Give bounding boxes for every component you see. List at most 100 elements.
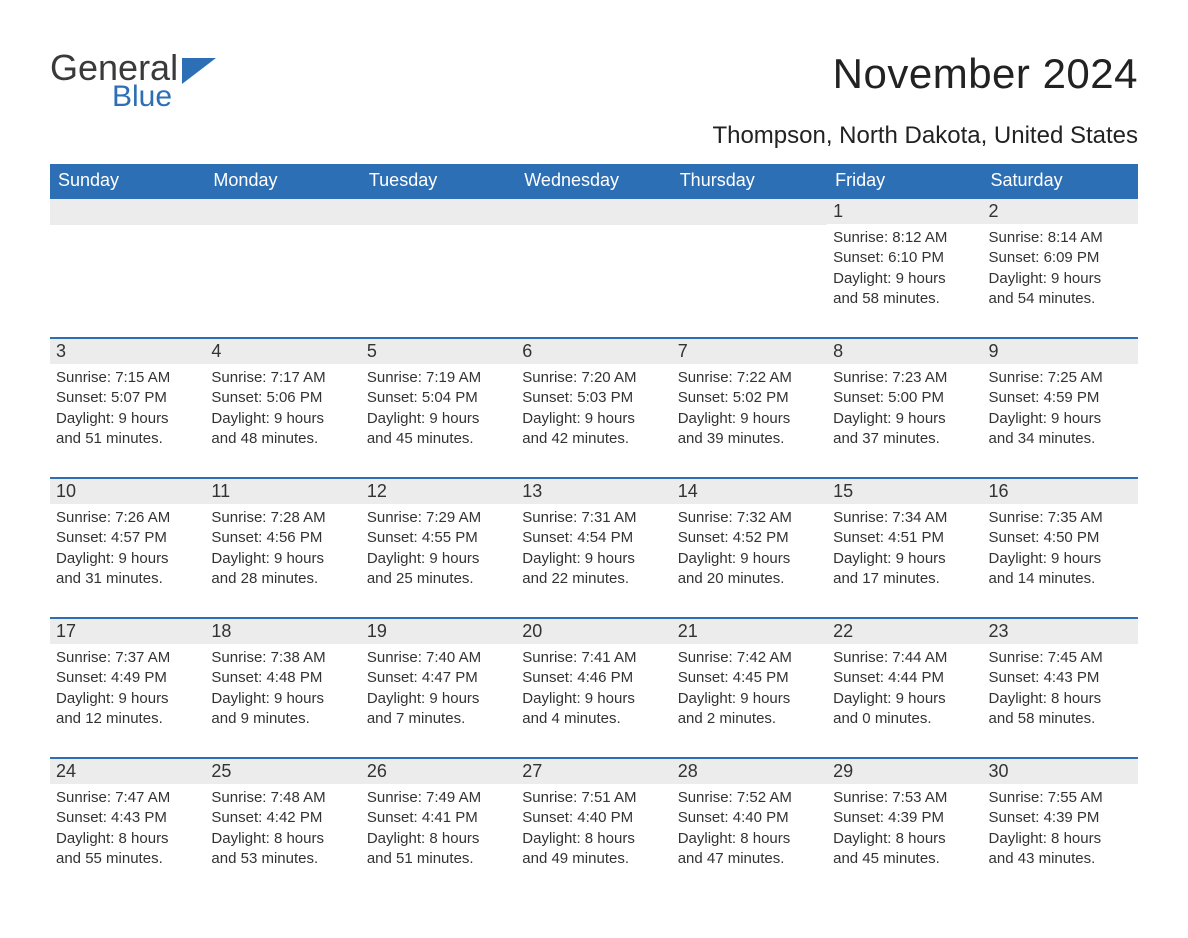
sunrise-line: Sunrise: 7:34 AM [833,508,976,528]
day-number: 10 [50,479,205,504]
sunrise-line: Sunrise: 7:28 AM [211,508,354,528]
day-content: Sunrise: 7:20 AMSunset: 5:03 PMDaylight:… [516,364,671,459]
daylight-line-1: Daylight: 9 hours [367,409,510,429]
day-number: 14 [672,479,827,504]
daylight-line-2: and 42 minutes. [522,429,665,449]
calendar-cell [516,198,671,338]
daylight-line-2: and 51 minutes. [56,429,199,449]
day-content: Sunrise: 7:17 AMSunset: 5:06 PMDaylight:… [205,364,360,459]
daylight-line-2: and 0 minutes. [833,709,976,729]
calendar-cell: 7Sunrise: 7:22 AMSunset: 5:02 PMDaylight… [672,338,827,478]
day-content: Sunrise: 7:22 AMSunset: 5:02 PMDaylight:… [672,364,827,459]
day-number [205,199,360,225]
sunrise-line: Sunrise: 7:40 AM [367,648,510,668]
calendar-cell: 9Sunrise: 7:25 AMSunset: 4:59 PMDaylight… [983,338,1138,478]
sunset-line: Sunset: 5:04 PM [367,388,510,408]
sunrise-line: Sunrise: 7:23 AM [833,368,976,388]
sunset-line: Sunset: 5:00 PM [833,388,976,408]
calendar-week-row: 1Sunrise: 8:12 AMSunset: 6:10 PMDaylight… [50,198,1138,338]
calendar-cell: 28Sunrise: 7:52 AMSunset: 4:40 PMDayligh… [672,758,827,898]
day-number [672,199,827,225]
title-block: November 2024 [833,50,1138,98]
sunrise-line: Sunrise: 7:20 AM [522,368,665,388]
logo-flag-icon [182,58,216,84]
logo: General Blue [50,50,216,112]
daylight-line-2: and 9 minutes. [211,709,354,729]
day-content: Sunrise: 7:15 AMSunset: 5:07 PMDaylight:… [50,364,205,459]
calendar-cell: 25 Sunrise: 7:48 AMSunset: 4:42 PMDayligh… [205,758,360,898]
calendar-cell: 10Sunrise: 7:26 AMSunset: 4:57 PMDayligh… [50,478,205,618]
sunset-line: Sunset: 4:40 PM [522,808,665,828]
day-number: 19 [361,619,516,644]
sunset-line: Sunset: 5:03 PM [522,388,665,408]
daylight-line-1: Daylight: 9 hours [211,409,354,429]
daylight-line-1: Daylight: 9 hours [522,549,665,569]
day-content: Sunrise: 7:44 AMSunset: 4:44 PMDaylight:… [827,644,982,739]
daylight-line-2: and 55 minutes. [56,849,199,869]
weekday-header: Wednesday [516,164,671,198]
daylight-line-2: and 4 minutes. [522,709,665,729]
day-content [516,225,671,315]
daylight-line-2: and 54 minutes. [989,289,1132,309]
day-number: 22 [827,619,982,644]
day-number: 16 [983,479,1138,504]
calendar-cell: 11Sunrise: 7:28 AMSunset: 4:56 PMDayligh… [205,478,360,618]
day-content: Sunrise: 7:38 AMSunset: 4:48 PMDaylight:… [205,644,360,739]
day-number [516,199,671,225]
daylight-line-2: and 7 minutes. [367,709,510,729]
sunrise-line: Sunrise: 7:41 AM [522,648,665,668]
daylight-line-2: and 51 minutes. [367,849,510,869]
sunrise-line: Sunrise: 7:35 AM [989,508,1132,528]
sunset-line: Sunset: 4:41 PM [367,808,510,828]
sunrise-line: Sunrise: 7:51 AM [522,788,665,808]
weekday-header: Saturday [983,164,1138,198]
day-content [672,225,827,315]
month-title: November 2024 [833,50,1138,98]
calendar-cell [672,198,827,338]
daylight-line-2: and 48 minutes. [211,429,354,449]
day-content [361,225,516,315]
daylight-line-1: Daylight: 8 hours [211,829,354,849]
day-content: Sunrise: 7:19 AMSunset: 5:04 PMDaylight:… [361,364,516,459]
sunrise-line: Sunrise: 7:31 AM [522,508,665,528]
calendar-cell: 2Sunrise: 8:14 AMSunset: 6:09 PMDaylight… [983,198,1138,338]
daylight-line-1: Daylight: 9 hours [833,269,976,289]
day-number: 3 [50,339,205,364]
day-content: Sunrise: 7:51 AMSunset: 4:40 PMDaylight:… [516,784,671,879]
daylight-line-2: and 45 minutes. [833,849,976,869]
calendar-body: 1Sunrise: 8:12 AMSunset: 6:10 PMDaylight… [50,198,1138,898]
day-content: Sunrise: 7:34 AMSunset: 4:51 PMDaylight:… [827,504,982,599]
day-number: 26 [361,759,516,784]
daylight-line-1: Daylight: 9 hours [522,409,665,429]
day-number: 23 [983,619,1138,644]
sunrise-line: Sunrise: 7:38 AM [211,648,354,668]
sunrise-line: Sunrise: 7:17 AM [211,368,354,388]
sunrise-line: Sunrise: 7:48 AM [211,788,354,808]
day-number: 9 [983,339,1138,364]
sunset-line: Sunset: 4:56 PM [211,528,354,548]
day-content: Sunrise: 8:14 AMSunset: 6:09 PMDaylight:… [983,224,1138,319]
sunset-line: Sunset: 4:42 PM [211,808,354,828]
day-number: 7 [672,339,827,364]
weekday-header-row: Sunday Monday Tuesday Wednesday Thursday… [50,164,1138,198]
sunrise-line: Sunrise: 7:55 AM [989,788,1132,808]
calendar-cell: 26Sunrise: 7:49 AMSunset: 4:41 PMDayligh… [361,758,516,898]
logo-text: General Blue [50,50,178,112]
calendar-cell: 5Sunrise: 7:19 AMSunset: 5:04 PMDaylight… [361,338,516,478]
day-content [50,225,205,315]
sunset-line: Sunset: 4:57 PM [56,528,199,548]
calendar-cell [361,198,516,338]
day-number: 25 [205,759,360,784]
daylight-line-1: Daylight: 9 hours [56,409,199,429]
daylight-line-1: Daylight: 9 hours [367,549,510,569]
daylight-line-2: and 53 minutes. [211,849,354,869]
sunset-line: Sunset: 6:09 PM [989,248,1132,268]
sunset-line: Sunset: 4:40 PM [678,808,821,828]
daylight-line-1: Daylight: 9 hours [211,549,354,569]
day-content: Sunrise: 7:26 AMSunset: 4:57 PMDaylight:… [50,504,205,599]
day-content: Sunrise: 7:49 AMSunset: 4:41 PMDaylight:… [361,784,516,879]
daylight-line-1: Daylight: 8 hours [367,829,510,849]
daylight-line-1: Daylight: 9 hours [833,409,976,429]
calendar-cell: 24Sunrise: 7:47 AMSunset: 4:43 PMDayligh… [50,758,205,898]
calendar-week-row: 24Sunrise: 7:47 AMSunset: 4:43 PMDayligh… [50,758,1138,898]
